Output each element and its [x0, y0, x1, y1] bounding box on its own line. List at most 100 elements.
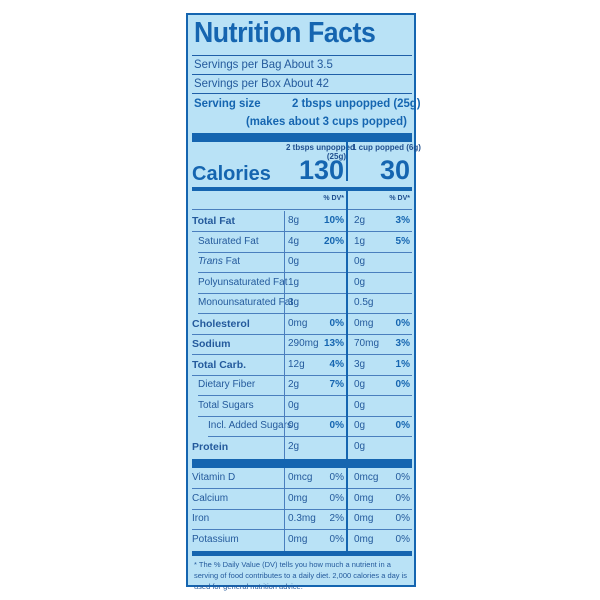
nutrient-label: Trans Fat: [198, 256, 240, 267]
amount-unpopped: 1g: [288, 276, 300, 288]
calories-value-popped: 30: [379, 155, 410, 185]
percent-dv-popped: 0%: [395, 379, 410, 390]
row-divider: [198, 313, 412, 314]
row-divider: [192, 488, 412, 489]
amount-unpopped: 4g: [288, 235, 300, 247]
percent-dv-popped: 0%: [395, 533, 410, 545]
serving-size-note: (makes about 3 cups popped): [246, 114, 407, 128]
percent-dv-unpopped: 7%: [329, 379, 344, 390]
amount-unpopped: 0mg: [288, 533, 308, 545]
amount-popped: 1g: [354, 235, 366, 247]
percent-dv-unpopped: 20%: [323, 235, 344, 247]
row-divider: [192, 354, 412, 355]
nutrient-label: Cholesterol: [192, 317, 250, 330]
vitamin-label: Potassium: [192, 533, 239, 545]
thick-divider-vitamins: [192, 459, 412, 468]
column-header-unpopped: 2 tbsps unpopped (25g): [286, 143, 355, 161]
amount-unpopped: 0g: [288, 420, 300, 431]
amount-popped: 70mg: [354, 338, 380, 349]
calories-label: Calories: [192, 163, 271, 185]
amount-popped: 0mg: [354, 492, 374, 504]
amount-popped: 2g: [354, 215, 366, 226]
dv-header-unpopped: % DV*: [323, 195, 344, 202]
row-divider: [198, 272, 412, 273]
row-divider: [192, 374, 412, 376]
amount-popped: 3g: [354, 358, 366, 370]
amount-unpopped: 0mg: [288, 317, 308, 329]
thick-divider-bottom: [192, 551, 412, 556]
percent-dv-popped: 0%: [395, 513, 410, 524]
percent-dv-popped: 1%: [395, 358, 410, 370]
servings-per-bag: Servings per Bag About 3.5: [194, 57, 333, 71]
row-divider: [198, 251, 412, 253]
nutrition-facts-panel: Nutrition Facts Servings per Bag About 3…: [186, 13, 421, 591]
column-divider-calories: [346, 142, 348, 181]
servings-per-box: Servings per Box About 42: [194, 76, 329, 90]
calories-value-unpopped: 130: [298, 155, 344, 185]
amount-unpopped: 290mg: [288, 338, 319, 349]
title-divider: [192, 55, 412, 56]
column-header-unpopped-line2: (25g): [326, 152, 346, 161]
amount-unpopped: 0g: [288, 256, 300, 267]
column-header-unpopped-line1: 2 tbsps unpopped: [286, 143, 355, 152]
nutrient-label: Total Carb.: [192, 358, 247, 371]
amount-popped: 0g: [354, 440, 366, 452]
nutrient-label: Protein: [192, 440, 229, 453]
percent-dv-unpopped: 0%: [329, 492, 344, 504]
percent-dv-popped: 0%: [395, 420, 410, 431]
row-divider: [198, 292, 412, 294]
nutrient-label: Dietary Fiber: [198, 379, 256, 390]
nutrient-label: Incl. Added Sugars: [208, 420, 292, 431]
percent-dv-unpopped: 0%: [329, 420, 344, 431]
amount-popped: 0g: [354, 276, 366, 288]
row-divider: [198, 415, 412, 417]
percent-dv-unpopped: 10%: [323, 215, 344, 226]
percent-dv-popped: 0%: [395, 472, 410, 483]
amount-popped: 0mcg: [354, 472, 379, 483]
percent-dv-popped: 5%: [395, 235, 410, 247]
percent-dv-unpopped: 13%: [323, 338, 344, 349]
dv-header-popped: % DV*: [389, 195, 410, 202]
amount-popped: 0mg: [354, 317, 374, 329]
amount-unpopped: 12g: [288, 358, 305, 370]
nutrient-label: Polyunsaturated Fat: [198, 276, 288, 288]
thick-divider-top: [192, 133, 412, 142]
footnote: * The % Daily Value (DV) tells you how m…: [194, 560, 408, 591]
amount-popped: 0.5g: [354, 297, 374, 308]
row-divider: [192, 209, 412, 210]
nutrient-label: Saturated Fat: [198, 235, 259, 247]
row-divider: [192, 231, 412, 232]
column-header-popped: 1 cup popped (6g): [352, 143, 421, 152]
row-divider: [208, 436, 412, 437]
amount-unpopped: 0g: [288, 399, 300, 411]
serving-size-value: 2 tbsps unpopped (25g): [292, 96, 421, 110]
row-divider: [192, 508, 412, 510]
column-divider-thin: [284, 211, 285, 459]
nutrient-label-rest: Fat: [222, 256, 241, 267]
amount-unpopped: 2g: [288, 440, 300, 452]
vitamin-label: Calcium: [192, 492, 229, 504]
amount-popped: 0g: [354, 399, 366, 411]
label-title: Nutrition Facts: [194, 17, 376, 49]
column-divider: [346, 191, 348, 459]
column-divider: [346, 468, 348, 551]
servings-divider: [192, 74, 412, 75]
amount-popped: 0mg: [354, 533, 374, 545]
nutrient-label-italic: Trans: [198, 256, 223, 267]
percent-dv-unpopped: 0%: [329, 317, 344, 329]
percent-dv-popped: 3%: [395, 215, 410, 226]
amount-popped: 0g: [354, 256, 366, 267]
vitamin-label: Vitamin D: [192, 472, 236, 483]
amount-unpopped: 3g: [288, 297, 300, 308]
amount-unpopped: 0mg: [288, 492, 308, 504]
percent-dv-popped: 0%: [395, 317, 410, 329]
amount-unpopped: 2g: [288, 379, 300, 390]
vitamin-label: Iron: [192, 513, 210, 524]
row-divider: [192, 529, 412, 530]
calories-divider: [192, 187, 412, 191]
amount-unpopped: 0.3mg: [288, 513, 316, 524]
row-divider: [198, 395, 412, 396]
amount-popped: 0g: [354, 379, 366, 390]
percent-dv-popped: 0%: [395, 492, 410, 504]
nutrient-label: Total Sugars: [198, 399, 254, 411]
